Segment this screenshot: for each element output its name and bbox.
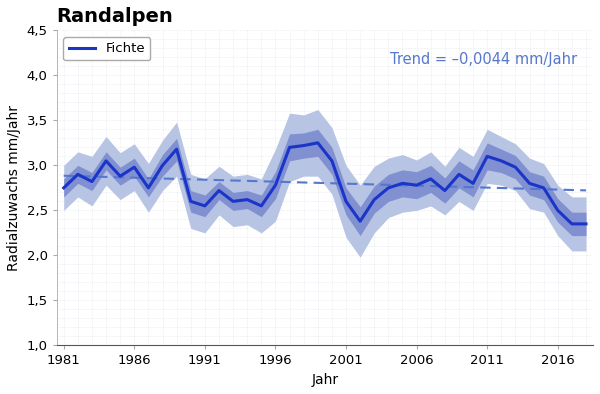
- Text: Randalpen: Randalpen: [56, 7, 173, 26]
- Legend: Fichte: Fichte: [63, 37, 151, 60]
- Y-axis label: Radialzuwachs mm/Jahr: Radialzuwachs mm/Jahr: [7, 105, 21, 271]
- Text: Trend = –0,0044 mm/Jahr: Trend = –0,0044 mm/Jahr: [390, 52, 577, 67]
- X-axis label: Jahr: Jahr: [311, 373, 338, 387]
